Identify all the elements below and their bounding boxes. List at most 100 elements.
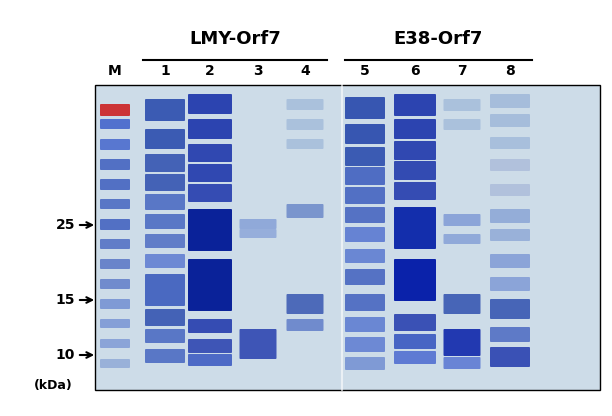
FancyBboxPatch shape bbox=[345, 187, 385, 204]
FancyBboxPatch shape bbox=[394, 207, 436, 249]
FancyBboxPatch shape bbox=[444, 357, 480, 369]
FancyBboxPatch shape bbox=[188, 164, 232, 182]
FancyBboxPatch shape bbox=[188, 144, 232, 162]
FancyBboxPatch shape bbox=[188, 184, 232, 202]
FancyBboxPatch shape bbox=[345, 249, 385, 263]
FancyBboxPatch shape bbox=[444, 214, 480, 226]
FancyBboxPatch shape bbox=[490, 299, 530, 319]
FancyBboxPatch shape bbox=[100, 104, 130, 116]
FancyBboxPatch shape bbox=[239, 219, 277, 229]
Text: LMY-Orf7: LMY-Orf7 bbox=[189, 30, 281, 48]
Text: M: M bbox=[108, 64, 122, 78]
FancyBboxPatch shape bbox=[145, 99, 185, 121]
FancyBboxPatch shape bbox=[286, 204, 324, 218]
FancyBboxPatch shape bbox=[286, 99, 324, 110]
FancyBboxPatch shape bbox=[394, 141, 436, 160]
FancyBboxPatch shape bbox=[188, 339, 232, 353]
FancyBboxPatch shape bbox=[490, 327, 530, 342]
FancyBboxPatch shape bbox=[490, 254, 530, 268]
FancyBboxPatch shape bbox=[394, 351, 436, 364]
Bar bbox=[95, 85, 600, 390]
FancyBboxPatch shape bbox=[100, 219, 130, 230]
FancyBboxPatch shape bbox=[100, 239, 130, 249]
FancyBboxPatch shape bbox=[490, 184, 530, 196]
FancyBboxPatch shape bbox=[490, 159, 530, 171]
FancyBboxPatch shape bbox=[345, 357, 385, 370]
FancyBboxPatch shape bbox=[490, 114, 530, 127]
FancyBboxPatch shape bbox=[145, 309, 185, 326]
FancyBboxPatch shape bbox=[345, 269, 385, 285]
FancyBboxPatch shape bbox=[145, 214, 185, 229]
FancyBboxPatch shape bbox=[188, 94, 232, 114]
FancyBboxPatch shape bbox=[100, 139, 130, 150]
Text: 2: 2 bbox=[205, 64, 215, 78]
Text: 5: 5 bbox=[360, 64, 370, 78]
FancyBboxPatch shape bbox=[394, 314, 436, 331]
FancyBboxPatch shape bbox=[394, 334, 436, 349]
Text: 15: 15 bbox=[56, 293, 75, 307]
FancyBboxPatch shape bbox=[345, 294, 385, 311]
FancyBboxPatch shape bbox=[490, 94, 530, 108]
FancyBboxPatch shape bbox=[286, 294, 324, 314]
FancyBboxPatch shape bbox=[490, 209, 530, 223]
FancyBboxPatch shape bbox=[145, 129, 185, 149]
FancyBboxPatch shape bbox=[145, 154, 185, 172]
FancyBboxPatch shape bbox=[286, 119, 324, 130]
FancyBboxPatch shape bbox=[345, 337, 385, 352]
FancyBboxPatch shape bbox=[145, 234, 185, 248]
FancyBboxPatch shape bbox=[394, 119, 436, 139]
Text: 1: 1 bbox=[160, 64, 170, 78]
FancyBboxPatch shape bbox=[239, 229, 277, 238]
FancyBboxPatch shape bbox=[100, 119, 130, 129]
FancyBboxPatch shape bbox=[100, 359, 130, 368]
FancyBboxPatch shape bbox=[145, 274, 185, 306]
FancyBboxPatch shape bbox=[145, 329, 185, 343]
FancyBboxPatch shape bbox=[145, 194, 185, 210]
Text: 25: 25 bbox=[56, 218, 75, 232]
FancyBboxPatch shape bbox=[100, 199, 130, 209]
FancyBboxPatch shape bbox=[286, 319, 324, 331]
FancyBboxPatch shape bbox=[100, 279, 130, 289]
FancyBboxPatch shape bbox=[490, 229, 530, 241]
Text: 10: 10 bbox=[56, 348, 75, 362]
FancyBboxPatch shape bbox=[490, 137, 530, 149]
FancyBboxPatch shape bbox=[239, 329, 277, 359]
FancyBboxPatch shape bbox=[100, 319, 130, 328]
FancyBboxPatch shape bbox=[100, 159, 130, 170]
FancyBboxPatch shape bbox=[100, 339, 130, 348]
FancyBboxPatch shape bbox=[444, 329, 480, 356]
FancyBboxPatch shape bbox=[100, 259, 130, 269]
Text: 6: 6 bbox=[410, 64, 420, 78]
FancyBboxPatch shape bbox=[444, 99, 480, 111]
FancyBboxPatch shape bbox=[345, 167, 385, 185]
FancyBboxPatch shape bbox=[188, 209, 232, 251]
FancyBboxPatch shape bbox=[145, 174, 185, 191]
FancyBboxPatch shape bbox=[100, 179, 130, 190]
Text: 4: 4 bbox=[300, 64, 310, 78]
Text: E38-Orf7: E38-Orf7 bbox=[394, 30, 483, 48]
FancyBboxPatch shape bbox=[345, 97, 385, 119]
FancyBboxPatch shape bbox=[394, 94, 436, 116]
FancyBboxPatch shape bbox=[286, 139, 324, 149]
FancyBboxPatch shape bbox=[444, 234, 480, 244]
FancyBboxPatch shape bbox=[188, 259, 232, 311]
FancyBboxPatch shape bbox=[444, 119, 480, 130]
Text: 3: 3 bbox=[253, 64, 263, 78]
FancyBboxPatch shape bbox=[394, 161, 436, 180]
FancyBboxPatch shape bbox=[345, 124, 385, 144]
FancyBboxPatch shape bbox=[345, 147, 385, 166]
FancyBboxPatch shape bbox=[145, 254, 185, 268]
FancyBboxPatch shape bbox=[490, 347, 530, 367]
FancyBboxPatch shape bbox=[188, 319, 232, 333]
Text: 8: 8 bbox=[505, 64, 515, 78]
FancyBboxPatch shape bbox=[345, 207, 385, 223]
FancyBboxPatch shape bbox=[100, 299, 130, 309]
FancyBboxPatch shape bbox=[444, 294, 480, 314]
FancyBboxPatch shape bbox=[345, 227, 385, 242]
FancyBboxPatch shape bbox=[490, 277, 530, 291]
Text: 7: 7 bbox=[457, 64, 467, 78]
Text: (kDa): (kDa) bbox=[34, 379, 73, 391]
FancyBboxPatch shape bbox=[394, 259, 436, 301]
FancyBboxPatch shape bbox=[145, 349, 185, 363]
FancyBboxPatch shape bbox=[188, 119, 232, 139]
